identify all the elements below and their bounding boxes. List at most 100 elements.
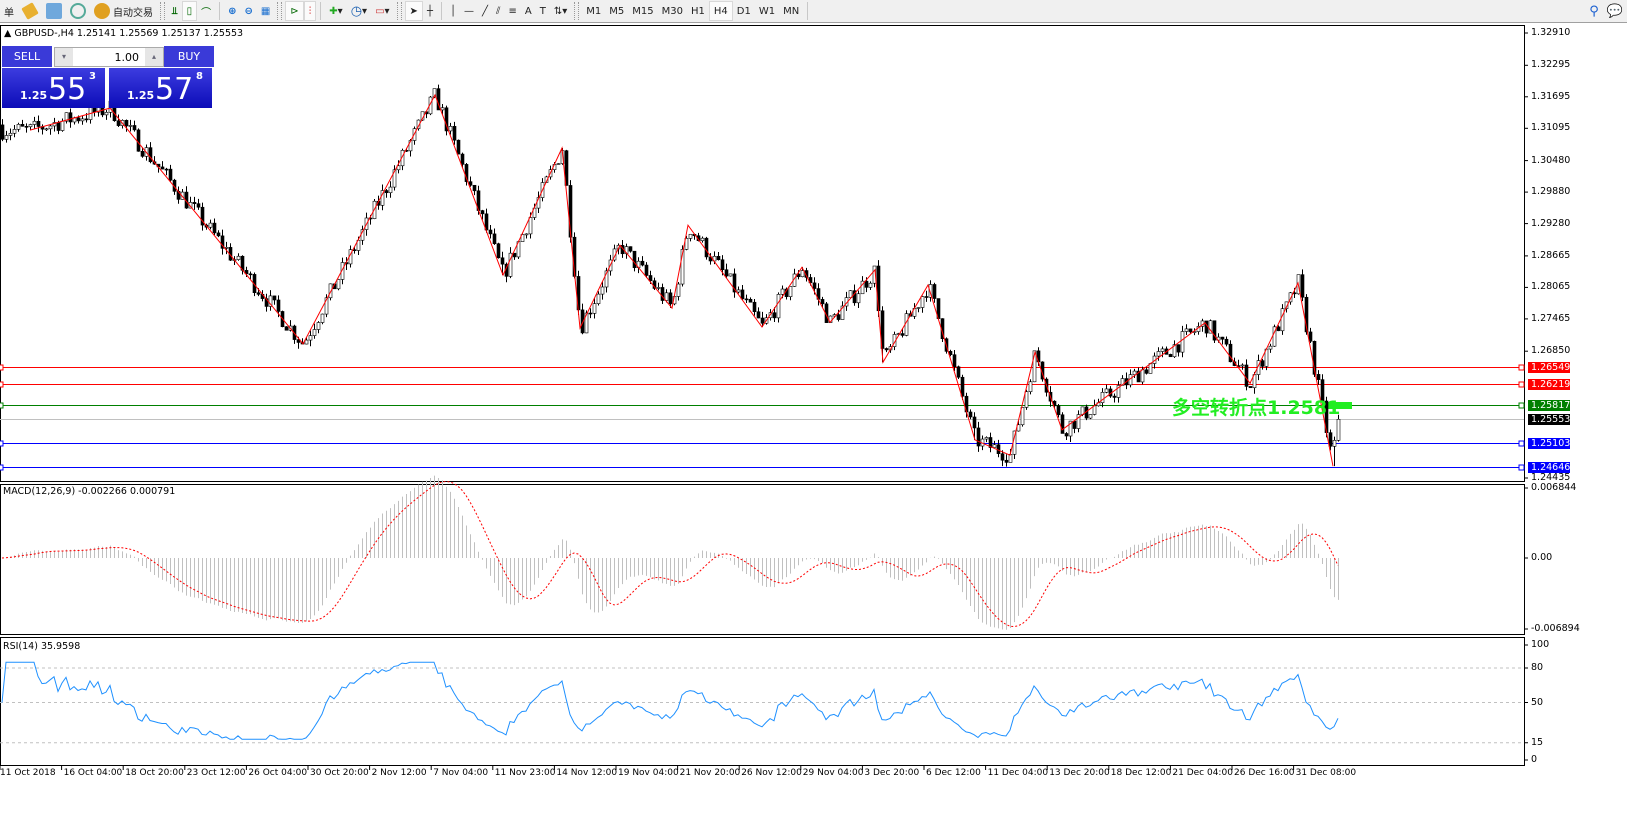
candle [992,440,997,448]
candle [760,311,765,328]
candle-body [180,191,185,200]
collapse-triangle-icon[interactable]: ▲ [4,28,15,39]
candle-body [736,289,741,293]
auto-trading-button[interactable]: 自动交易 [90,1,157,21]
candle [1156,347,1161,361]
candle [996,439,1001,458]
candle [460,152,465,169]
trendline-button[interactable]: ╱ [478,1,492,21]
candle [1180,325,1185,358]
candle-body [168,168,173,181]
candle-body [756,311,761,319]
candle [1168,353,1173,358]
templates-button[interactable]: ▭ ▾ [375,5,390,17]
equidistant-channel-button[interactable]: ⫽ [492,1,504,21]
symbol-header: ▲ GBPUSD-,H4 1.25141 1.25569 1.25137 1.2… [4,28,243,39]
candle [116,114,121,128]
toolbar-grip[interactable] [160,2,165,20]
fibonacci-button[interactable]: ≡ [505,1,521,21]
buy-price[interactable]: 1.25 57 8 [109,68,212,108]
level-price-tag: 1.25817 [1528,399,1570,411]
candle [48,124,53,135]
period-m15[interactable]: M15 [632,5,654,17]
period-w1[interactable]: W1 [758,5,776,17]
bar-chart-button[interactable]: ⫫ [168,1,182,21]
cursor-button[interactable]: ➤ [404,1,423,21]
crosshair-button[interactable]: ┼ [423,1,437,21]
lot-increase-icon[interactable]: ▴ [145,48,163,66]
candle-body [1240,364,1245,367]
candle [656,282,661,291]
candle [336,278,341,291]
candle-body [1272,326,1277,347]
lot-size-field[interactable]: ▾ 1.00 ▴ [54,47,164,67]
sell-price[interactable]: 1.25 55 3 [2,68,105,108]
candle [44,127,49,132]
period-m1[interactable]: M1 [586,5,602,17]
chat-button[interactable]: 💬 [1603,1,1627,21]
zoom-out-button[interactable]: ⊖ [241,1,257,21]
clock-icon: ◷ [350,3,363,19]
lot-value[interactable]: 1.00 [114,51,140,64]
level-handle [0,440,4,447]
candle-body [60,120,65,131]
period-m30[interactable]: M30 [661,5,683,17]
candle [900,328,905,338]
candle [564,149,569,186]
candle-body [416,119,421,129]
tile-windows-button[interactable]: ▦ [257,1,274,21]
horizontal-line-button[interactable]: — [460,1,478,21]
candle-body [868,282,873,288]
search-button[interactable]: ⚲ [1585,1,1603,21]
text-icon: A [524,5,532,17]
sell-button[interactable]: SELL [2,46,52,67]
periods-button[interactable]: ◷ ▾ [350,3,368,19]
candle-body [1284,301,1289,309]
candle-body [924,296,929,298]
vertical-line-button[interactable]: │ [446,1,460,21]
candle-body [56,122,61,131]
lot-decrease-icon[interactable]: ▾ [55,48,73,66]
line-chart-button[interactable]: ⌒ [197,1,215,21]
account-button[interactable] [42,1,66,21]
candle [500,251,505,276]
chart-shift-button[interactable]: ⫶ [303,1,317,21]
candle-body [320,313,325,323]
candle-body [336,279,341,290]
zoom-in-button[interactable]: ⊕ [224,1,240,21]
period-mn[interactable]: MN [783,5,800,17]
buy-button[interactable]: BUY [164,46,214,67]
candle [1092,399,1097,416]
arrows-button[interactable]: ⇅ ▾ [553,5,568,17]
candle-body [916,307,921,309]
signal-button[interactable] [66,1,90,21]
text-label-button[interactable]: T [536,1,550,21]
text-button[interactable]: A [521,1,536,21]
level-handle [0,464,4,471]
period-d1[interactable]: D1 [736,5,751,17]
auto-trading-icon [94,3,110,19]
candle [884,347,889,353]
candle [496,242,501,259]
candle [128,119,133,132]
date-axis-label: 6 Dec 12:00 [926,768,981,778]
candle-body [28,124,33,128]
period-h1[interactable]: H1 [690,5,705,17]
period-m5[interactable]: M5 [609,5,625,17]
candle [248,271,253,280]
indicators-button[interactable]: ✚ ▾ [329,5,343,17]
menu-fragment[interactable]: 单 [4,7,14,19]
candle [928,280,933,302]
candle-body [1212,320,1217,341]
macd-signal-line [1,480,1339,628]
candle [4,130,9,143]
candlestick-button[interactable]: ▯ [181,1,198,21]
price-axis-label: 1.28665 [1531,249,1571,261]
rsi-line [1,661,1339,740]
candle-body [36,120,41,127]
auto-scroll-button[interactable]: ⊳ [285,1,304,21]
candle-body [544,176,549,183]
candle [308,330,313,347]
period-h4[interactable]: H4 [708,1,733,21]
